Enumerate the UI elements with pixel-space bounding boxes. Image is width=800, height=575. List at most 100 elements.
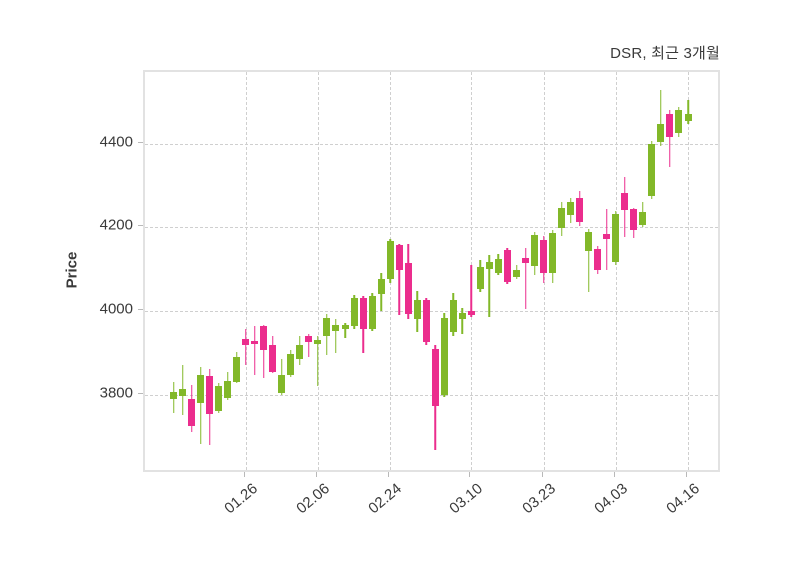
candle-up (314, 335, 322, 387)
candle-wick (660, 89, 662, 146)
candle-wick (263, 324, 265, 379)
candle-up (197, 366, 205, 444)
candle-up (494, 253, 502, 276)
gridline-vertical (317, 72, 319, 470)
y-tick-label: 4200 (99, 216, 133, 234)
candle-up (224, 372, 232, 400)
candle-wick (587, 229, 590, 293)
candle-body (395, 245, 403, 271)
gridline-vertical (615, 72, 617, 470)
candle-up (639, 202, 647, 227)
candle-up (549, 229, 557, 284)
candle-body (296, 344, 304, 360)
candle-body (287, 353, 295, 375)
candle-body (233, 356, 241, 382)
candle-up (531, 231, 539, 275)
candle-wick (524, 248, 527, 309)
candle-down (621, 177, 629, 237)
candle-up (413, 291, 421, 332)
candle-body (531, 234, 539, 267)
gridline-vertical (245, 72, 247, 470)
candle-wick (461, 307, 464, 334)
candle-body (503, 250, 511, 283)
candle-up (476, 260, 484, 293)
y-tick-mark (138, 392, 143, 394)
candle-body (522, 257, 530, 263)
candle-body (269, 345, 277, 372)
candle-down (260, 324, 268, 379)
candle-body (377, 279, 385, 295)
candle-body (558, 208, 566, 229)
candle-wick (687, 100, 689, 124)
candle-up (585, 229, 593, 293)
y-axis-label: Price (63, 251, 81, 289)
candle-wick (199, 366, 202, 444)
candle-body (675, 110, 683, 134)
candle-body (305, 336, 313, 343)
candle-up (179, 365, 187, 416)
candle-down (242, 328, 250, 365)
candle-up (341, 322, 349, 339)
candle-body (242, 339, 250, 346)
candle-up (215, 383, 223, 414)
candle-wick (344, 322, 346, 339)
x-tick-mark (315, 472, 317, 477)
candle-up (350, 294, 358, 329)
y-tick-mark (138, 225, 143, 227)
candle-up (332, 319, 340, 353)
candle-up (675, 107, 683, 137)
candle-body (278, 374, 286, 393)
x-tick-mark (613, 472, 615, 477)
candle-body (323, 317, 331, 336)
candle-body (341, 325, 349, 329)
candle-body (413, 299, 421, 320)
candle-up (377, 273, 385, 311)
candle-body (458, 312, 466, 320)
candle-body (576, 197, 584, 223)
candle-down (630, 208, 638, 238)
candle-up (296, 336, 304, 366)
candle-wick (335, 319, 337, 353)
candle-body (449, 300, 457, 332)
candle-body (612, 214, 620, 263)
gridline-horizontal (145, 311, 718, 313)
y-tick-label: 4000 (99, 300, 133, 318)
candle-up (558, 201, 566, 237)
candle-down (305, 333, 313, 357)
candle-down (576, 191, 584, 226)
candle-up (458, 307, 466, 334)
candle-body (684, 113, 692, 122)
candle-body (567, 202, 575, 215)
candle-down (359, 295, 367, 353)
candle-up (567, 197, 575, 224)
x-tick-mark (541, 472, 543, 477)
candle-body (594, 249, 602, 271)
candle-up (648, 141, 656, 200)
candle-up (287, 350, 295, 377)
candle-body (224, 380, 232, 398)
candle-body (359, 298, 367, 329)
candle-body (386, 240, 394, 280)
candle-body (666, 113, 674, 137)
candle-body (485, 262, 493, 269)
candle-body (440, 317, 448, 395)
candle-body (179, 388, 187, 397)
y-tick-mark (138, 309, 143, 311)
candle-down (422, 298, 430, 346)
candle-body (657, 123, 665, 142)
candle-down (603, 209, 611, 271)
candle-wick (488, 255, 491, 317)
candle-down (594, 245, 602, 274)
gridline-vertical (688, 72, 689, 470)
y-tick-mark (138, 141, 143, 143)
candle-wick (606, 209, 608, 271)
candle-body (630, 209, 638, 230)
candle-wick (317, 335, 319, 387)
candle-up (513, 265, 520, 279)
candle-body (170, 392, 177, 399)
plot-area (143, 70, 720, 472)
candle-down (666, 110, 674, 167)
candle-down (467, 264, 475, 318)
candle-body (260, 326, 268, 351)
